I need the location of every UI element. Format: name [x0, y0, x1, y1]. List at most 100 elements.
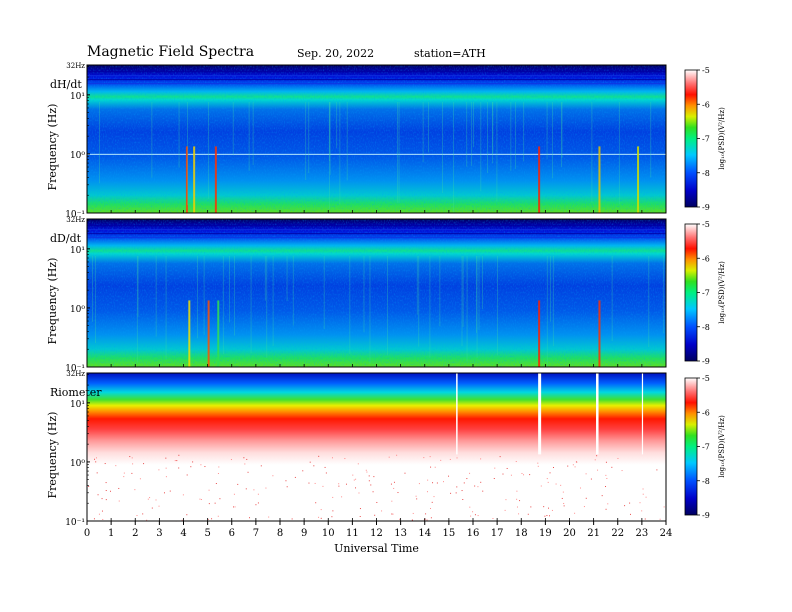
noise-streak	[561, 102, 562, 167]
data-gap	[641, 373, 644, 455]
noise-streak	[552, 256, 554, 347]
noise-streak	[523, 102, 525, 162]
x-tick-label: 3	[156, 528, 162, 539]
noise-dot	[163, 492, 165, 494]
noise-dot	[147, 498, 149, 500]
noise-dot	[551, 509, 553, 511]
noise-dot	[548, 507, 550, 509]
noise-dot	[265, 487, 267, 489]
noise-dot	[233, 506, 235, 508]
noise-dot	[644, 518, 646, 520]
noise-streak	[397, 102, 399, 203]
noise-dot	[204, 466, 206, 468]
x-tick-label: 4	[180, 528, 186, 539]
noise-dot	[207, 518, 209, 520]
noise-dot	[345, 483, 347, 485]
noise-streak	[546, 256, 548, 367]
noise-dot	[131, 457, 133, 459]
noise-streak	[591, 102, 593, 203]
noise-dot	[576, 461, 578, 463]
noise-dot	[219, 498, 221, 500]
colorbar-tick-label: -7	[702, 135, 710, 144]
noise-dot	[645, 496, 647, 498]
spectral-band	[87, 71, 666, 73]
noise-streak	[346, 102, 348, 181]
noise-dot	[97, 494, 99, 496]
noise-dot	[477, 515, 479, 517]
burst-streak	[598, 146, 601, 213]
noise-dot	[432, 482, 434, 484]
noise-dot	[285, 480, 287, 482]
noise-streak	[305, 102, 307, 180]
noise-dot	[324, 466, 326, 468]
x-tick-label: 2	[132, 528, 138, 539]
x-tick-label: 11	[346, 528, 359, 539]
noise-dot	[472, 511, 474, 513]
noise-dot	[359, 508, 361, 510]
noise-dot	[516, 506, 518, 508]
burst-streak	[207, 300, 210, 367]
noise-dot	[480, 458, 482, 460]
spectral-band	[87, 237, 666, 239]
noise-streak	[272, 256, 274, 347]
x-tick-label: 6	[229, 528, 235, 539]
noise-streak	[207, 102, 209, 199]
noise-dot	[449, 458, 451, 460]
noise-dot	[548, 515, 550, 517]
noise-streak	[473, 102, 474, 147]
noise-streak	[510, 102, 512, 171]
noise-streak	[442, 102, 443, 193]
noise-dot	[434, 466, 436, 468]
colorbar-tick-label: -9	[702, 357, 710, 366]
x-axis-label: Universal Time	[334, 542, 419, 555]
colorbar-tick-label: -5	[702, 374, 710, 383]
noise-dot	[381, 510, 383, 512]
noise-dot	[247, 471, 249, 473]
noise-dot	[123, 476, 125, 478]
colorbar-tick-label: -8	[702, 323, 710, 332]
noise-dot	[318, 516, 320, 518]
noise-dot	[208, 503, 210, 505]
spectrogram-texture	[87, 65, 666, 213]
noise-dot	[442, 481, 444, 483]
panel-label: dD/dt	[50, 232, 82, 245]
colorbar-tick-label: -6	[702, 408, 710, 417]
noise-dot	[493, 478, 495, 480]
noise-dot	[448, 475, 450, 477]
noise-dot	[560, 484, 562, 486]
y-axis-label: Frequency (Hz)	[46, 104, 59, 191]
noise-dot	[562, 491, 564, 493]
noise-dot	[430, 517, 432, 519]
noise-dot	[268, 516, 270, 518]
x-tick-label: 16	[467, 528, 480, 539]
noise-streak	[363, 256, 365, 333]
noise-dot	[516, 490, 518, 492]
noise-dot	[567, 465, 569, 467]
noise-streak	[229, 256, 231, 323]
noise-dot	[530, 506, 532, 508]
burst-streak	[217, 300, 220, 367]
spectral-band	[87, 75, 666, 77]
noise-dot	[178, 467, 180, 469]
noise-streak	[178, 102, 180, 168]
noise-streak	[252, 102, 254, 166]
noise-dot	[642, 488, 644, 490]
noise-dot	[546, 478, 548, 480]
noise-dot	[621, 470, 623, 472]
noise-dot	[392, 513, 394, 515]
noise-dot	[510, 474, 512, 476]
noise-dot	[245, 488, 247, 490]
noise-dot	[357, 463, 359, 465]
noise-dot	[663, 506, 665, 508]
noise-dot	[529, 474, 531, 476]
noise-dot	[182, 494, 184, 496]
noise-dot	[320, 509, 322, 511]
noise-dot	[502, 473, 504, 475]
noise-dot	[430, 507, 432, 509]
noise-dot	[404, 472, 406, 474]
spectral-band	[87, 225, 666, 227]
burst-streak	[185, 146, 188, 213]
x-tick-label: 18	[515, 528, 528, 539]
noise-dot	[134, 489, 136, 491]
noise-streak	[618, 102, 620, 205]
